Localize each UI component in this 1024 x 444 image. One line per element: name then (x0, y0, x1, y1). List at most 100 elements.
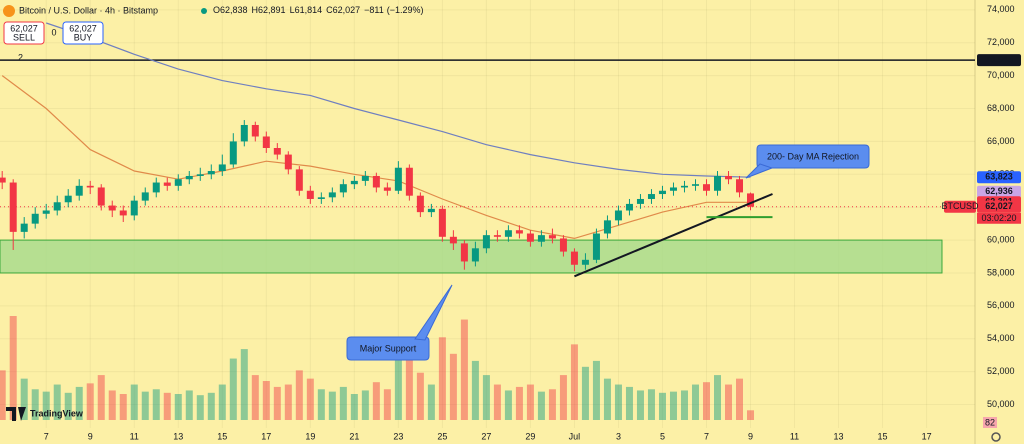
volume-bar (240, 349, 248, 420)
ohlc-value: O62,838 (213, 5, 248, 15)
volume-bar (658, 392, 666, 420)
candle-body (251, 124, 259, 137)
volume-bar (581, 366, 589, 420)
volume-bar (42, 391, 50, 420)
spread: 0 (51, 27, 56, 37)
candle-body (119, 210, 127, 216)
countdown-bg (977, 212, 1021, 224)
candle-body (526, 233, 534, 242)
candle-body (460, 243, 468, 262)
callout-text: Major Support (360, 343, 417, 353)
ohlc-value: H62,891 (252, 5, 286, 15)
price-label-bg (977, 185, 1021, 198)
volume-bar (713, 375, 721, 420)
callout-pointer (414, 284, 453, 341)
volume-bar (482, 375, 490, 420)
volume-bar (724, 384, 732, 420)
volume-bar (273, 386, 281, 420)
candle-body (702, 184, 710, 191)
countdown: 03:02:20 (981, 213, 1016, 223)
volume-bar (339, 386, 347, 420)
volume-bar (251, 375, 259, 420)
y-tick-label: 74,000 (987, 4, 1015, 14)
volume-bar (592, 360, 600, 420)
volume-bar (493, 384, 501, 420)
x-tick-label: 21 (349, 431, 359, 441)
candle-body (614, 210, 622, 221)
price-label-bg (977, 54, 1021, 67)
candle-body (603, 220, 611, 234)
x-tick-label: 29 (525, 431, 535, 441)
y-tick-label: 68,000 (987, 103, 1015, 113)
volume-bar (108, 390, 116, 420)
x-tick-label: 15 (878, 431, 888, 441)
candle-body (0, 177, 6, 183)
sell-box (3, 21, 45, 45)
volume-bar (449, 353, 457, 420)
x-tick-label: 27 (481, 431, 491, 441)
candle-body (394, 167, 402, 191)
volume-bar (416, 372, 424, 420)
candle-body (592, 233, 600, 260)
volume-bar (141, 391, 149, 420)
ohlc-value: C62,027 (326, 5, 360, 15)
volume-bar (53, 384, 61, 420)
x-tick-label: 5 (660, 431, 665, 441)
volume-bar (361, 390, 369, 420)
volume-bar (119, 394, 127, 420)
x-tick-label: 25 (437, 431, 447, 441)
symbol-label: BTCUSD (941, 201, 979, 211)
volume-bar (405, 353, 413, 420)
volume-bar (31, 389, 39, 420)
candle-body (64, 195, 72, 203)
volume-bar (295, 370, 303, 420)
volume-bar (570, 344, 578, 420)
volume-bar (229, 358, 237, 420)
bitcoin-icon (3, 5, 15, 17)
volume-bar (680, 390, 688, 420)
settings-icon (991, 432, 1001, 442)
y-tick-label: 72,000 (987, 37, 1015, 47)
candle-body (53, 202, 61, 211)
candle-body (438, 208, 446, 237)
volume-bar (625, 386, 633, 420)
hline-label: 2 (18, 52, 23, 62)
candle-body (20, 223, 28, 232)
x-tick-label: 17 (922, 431, 932, 441)
y-tick-label: 60,000 (987, 234, 1015, 244)
volume-bar (152, 389, 160, 420)
candle-body (295, 169, 303, 191)
volume-bar (747, 410, 755, 420)
candle-body (405, 167, 413, 196)
volume-bar (427, 384, 435, 420)
volume-bar (383, 389, 391, 420)
volume-bar (515, 386, 523, 420)
volume-bar (284, 384, 292, 420)
volume-bar (262, 381, 270, 420)
price-label: 62,936 (985, 186, 1013, 196)
volume-bar (636, 390, 644, 420)
volume-bar (185, 390, 193, 420)
volume-bar (20, 378, 28, 420)
price-label: 70,945 (985, 54, 1013, 64)
candle-body (636, 198, 644, 204)
candle-body (537, 235, 545, 242)
x-tick-label: 11 (130, 431, 139, 441)
volume-bar (614, 384, 622, 420)
sell-price: 62,027 (10, 23, 38, 33)
candle-body (482, 235, 490, 249)
status-dot (201, 8, 207, 14)
candle-body (570, 251, 578, 265)
x-tick-label: 13 (834, 431, 844, 441)
volume-bar (460, 319, 468, 420)
ohlc-value: L61,814 (290, 5, 323, 15)
volume-bar (64, 392, 72, 420)
candle-body (383, 187, 391, 191)
x-tick-label: 9 (88, 431, 93, 441)
candle-body (625, 203, 633, 211)
change-pct: (−1.29%) (387, 5, 424, 15)
volume-bar (394, 358, 402, 420)
volume-bar (736, 378, 744, 420)
y-tick-label: 58,000 (987, 267, 1015, 277)
